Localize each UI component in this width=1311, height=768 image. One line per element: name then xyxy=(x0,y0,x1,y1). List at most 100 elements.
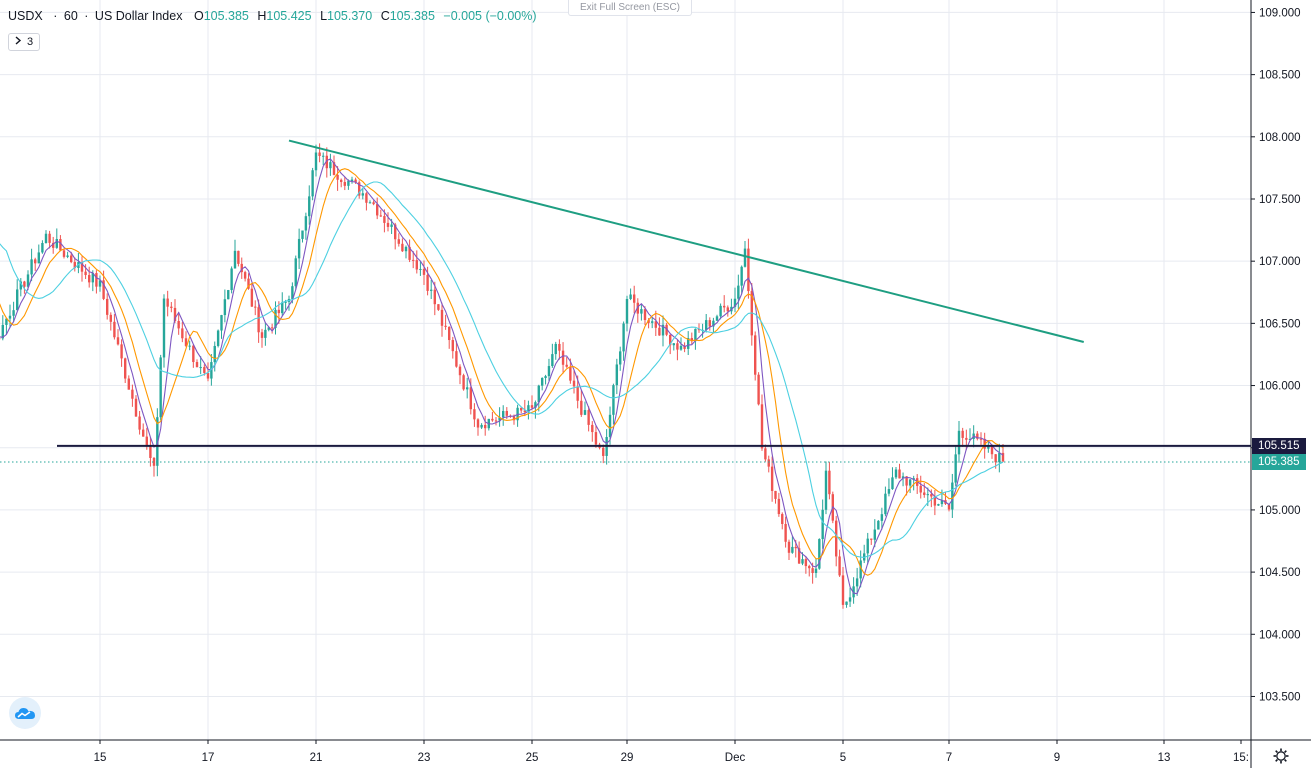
candle-body xyxy=(23,281,26,287)
candle-body xyxy=(643,309,647,321)
candle-body xyxy=(930,494,933,497)
time-tick-label: 17 xyxy=(202,752,215,764)
low-value: 105.370 xyxy=(327,9,373,23)
candle-body xyxy=(401,243,404,252)
candle-body xyxy=(426,274,429,291)
candle-body xyxy=(602,447,605,456)
candle-body xyxy=(877,520,880,530)
candle-body xyxy=(777,498,781,515)
candle-body xyxy=(537,385,540,403)
candle-body xyxy=(102,280,105,299)
candle-body xyxy=(91,273,94,283)
candle-body xyxy=(737,285,740,299)
candle-body xyxy=(926,494,929,496)
candle-body xyxy=(615,364,619,386)
time-tick-label: 13 xyxy=(1158,752,1171,764)
candle-body xyxy=(770,466,774,491)
candle-body xyxy=(466,387,469,390)
candle-body xyxy=(828,470,831,495)
candle-body xyxy=(451,340,454,352)
candle-body xyxy=(372,202,375,205)
candle-body xyxy=(491,418,494,421)
candle-body xyxy=(565,364,568,367)
candle-body xyxy=(715,316,719,321)
candle-body xyxy=(859,560,862,579)
candle-body xyxy=(308,196,311,217)
candle-body xyxy=(152,457,156,466)
time-tick-label: 7 xyxy=(946,752,952,764)
price-tick-label: 108.000 xyxy=(1259,132,1301,144)
candle-body xyxy=(547,366,551,377)
candle-body xyxy=(558,343,561,351)
candle-body xyxy=(784,523,787,542)
candle-body xyxy=(757,374,760,405)
low-label: L xyxy=(320,9,328,23)
candle-body xyxy=(880,514,884,521)
candle-body xyxy=(188,345,191,347)
candle-body xyxy=(572,380,576,387)
candle-body xyxy=(569,366,572,381)
candle-body xyxy=(336,174,339,180)
candle-body xyxy=(145,436,148,446)
candle-body xyxy=(848,597,852,602)
candle-body xyxy=(5,318,8,325)
exit-fullscreen-button[interactable]: Exit Full Screen (ESC) xyxy=(568,0,692,16)
candle-body xyxy=(44,233,48,244)
candle-body xyxy=(48,233,51,243)
candle-body xyxy=(131,389,134,399)
candle-body xyxy=(237,250,240,264)
candle-body xyxy=(390,224,393,227)
candle-body xyxy=(781,514,784,524)
high-label: H xyxy=(257,9,267,23)
close-value: 105.385 xyxy=(389,9,435,23)
candle-body xyxy=(498,417,501,421)
candle-body xyxy=(314,152,318,171)
candle-body xyxy=(1001,452,1005,462)
interval[interactable]: 60 xyxy=(63,9,78,23)
candle-body xyxy=(916,478,919,486)
candle-body xyxy=(791,546,794,553)
tradingview-cloud-icon[interactable] xyxy=(9,697,41,729)
candle-body xyxy=(694,328,697,342)
candle-body xyxy=(415,260,418,270)
candle-body xyxy=(16,289,19,311)
candle-body xyxy=(767,459,770,467)
candle-body xyxy=(811,568,814,573)
candle-body xyxy=(419,268,422,270)
candle-body xyxy=(142,429,145,437)
candle-body xyxy=(318,152,321,156)
candle-body xyxy=(987,445,990,449)
candle-body xyxy=(162,298,166,358)
candle-body xyxy=(52,242,55,248)
candle-body xyxy=(254,306,257,308)
candle-body xyxy=(159,357,162,418)
candle-body xyxy=(270,327,274,329)
price-tick-label: 107.500 xyxy=(1259,194,1301,206)
candle-body xyxy=(340,179,343,183)
price-tick-label: 106.500 xyxy=(1259,318,1301,330)
symbol-name[interactable]: USDX xyxy=(8,9,43,23)
candle-body xyxy=(350,179,354,182)
candle-body xyxy=(394,224,397,240)
candle-body xyxy=(408,246,411,260)
candle-body xyxy=(672,343,675,346)
indicators-collapse-button[interactable]: 3 xyxy=(8,33,40,51)
candle-body xyxy=(651,321,654,323)
open-value: 105.385 xyxy=(203,9,249,23)
candle-body xyxy=(679,345,683,350)
candle-body xyxy=(264,329,267,338)
candle-body xyxy=(640,309,643,314)
time-tick-label: 15 xyxy=(94,752,107,764)
time-tick-label: 9 xyxy=(1054,752,1060,764)
candle-body xyxy=(891,477,894,490)
price-tick-label: 104.000 xyxy=(1259,629,1301,641)
price-tick-label: 105.000 xyxy=(1259,505,1301,517)
candle-body xyxy=(332,162,336,175)
candle-body xyxy=(708,320,711,327)
time-tick-label: 5 xyxy=(840,752,846,764)
candle-body xyxy=(343,182,346,186)
candle-body xyxy=(469,387,472,410)
gear-icon[interactable] xyxy=(1270,745,1292,767)
indicator-count: 3 xyxy=(26,36,34,48)
